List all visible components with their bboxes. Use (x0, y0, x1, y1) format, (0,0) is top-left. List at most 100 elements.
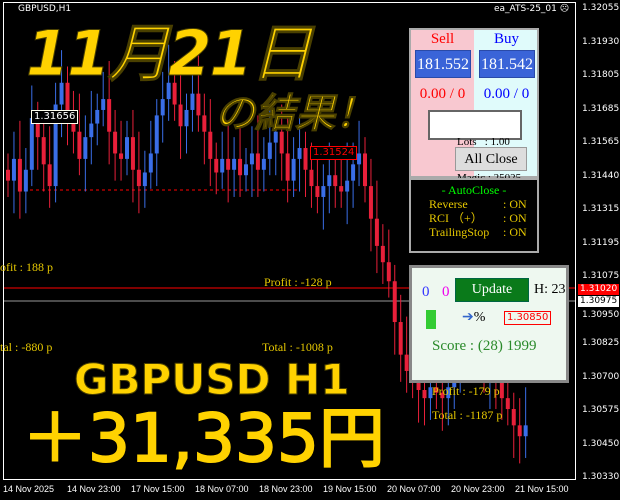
all-close-button[interactable]: All Close (455, 147, 527, 171)
price-tick: 1.31315 (582, 204, 620, 214)
candle-body (303, 148, 308, 170)
sad-face-icon: ☹ (559, 4, 570, 14)
candle-body (208, 131, 213, 159)
count-a: 0 (422, 284, 430, 300)
candle-body (29, 118, 34, 170)
candle-body (249, 153, 254, 165)
autoclose-option: RCI （+） (429, 211, 483, 225)
price-tick: 1.30825 (582, 338, 620, 348)
progress-indicator (426, 310, 436, 329)
profit-label: Profit : -128 p (264, 275, 332, 289)
time-tick: 18 Nov 07:00 (195, 484, 249, 494)
candle-body (297, 148, 302, 159)
time-tick: 14 Nov 23:00 (67, 484, 121, 494)
symbol-label: GBPUSD,H1 (18, 4, 72, 14)
price-tick: 1.31195 (582, 237, 620, 248)
candle-body (339, 186, 344, 192)
candle-body (107, 99, 112, 132)
buy-button[interactable]: 181.542 (479, 50, 535, 78)
candle-body (404, 354, 409, 371)
overlay-result: の結果！ (215, 91, 376, 137)
time-tick: 18 Nov 23:00 (259, 484, 313, 494)
bid-price-tag: 1.31020 (578, 284, 620, 295)
total-label: Total : -1008 p (262, 340, 333, 354)
candle-body (327, 175, 332, 187)
candle-body (160, 99, 165, 116)
candle-body (368, 186, 373, 219)
candle-body (130, 137, 135, 170)
candle-body (357, 153, 362, 165)
sell-pl: 0.00 / 0 (419, 86, 466, 102)
candle-body (89, 123, 94, 138)
buy-pl: 0.00 / 0 (483, 86, 530, 102)
lots-magic-box: Lots : 1.00 Magic : 25025 (428, 110, 522, 184)
candle-body (77, 131, 82, 159)
percent-text: % (473, 310, 486, 325)
candle-body (416, 381, 421, 390)
candle-body (17, 158, 22, 192)
candle-body (499, 381, 504, 399)
profit-label: Profit : -179 p (432, 384, 500, 398)
update-button[interactable]: Update (455, 278, 529, 302)
candle-body (113, 131, 118, 154)
autoclose-row: TrailingStop: ON (411, 225, 537, 239)
candle-body (172, 82, 177, 105)
candle-body (446, 387, 451, 399)
autoclose-title: - AutoClose - (441, 183, 507, 197)
candle-body (523, 425, 528, 437)
candle-body (422, 389, 427, 399)
candle-body (321, 186, 326, 197)
candle-body (232, 158, 237, 170)
total-label: Total : -1187 p (432, 408, 503, 422)
overlay-profit: ＋31,335円 (21, 400, 386, 477)
candle-body (505, 398, 510, 410)
candle-body (41, 137, 46, 165)
candle-body (279, 131, 284, 154)
total-label: tal : -880 p (0, 340, 53, 354)
candle-body (428, 387, 433, 399)
ea-label: ea_ATS-25_01 ☹ (494, 4, 569, 14)
count-b: 0 (442, 284, 450, 300)
autoclose-row: Reverse: ON (411, 197, 537, 211)
candle-body (83, 137, 88, 159)
price-tick: 1.31805 (582, 70, 620, 80)
candle-body (23, 169, 28, 192)
time-tick: 20 Nov 07:00 (387, 484, 441, 494)
candle-body (380, 245, 385, 263)
overlay-pair: GBPUSD H1 (73, 355, 350, 404)
candle-body (440, 392, 445, 399)
candle-body (178, 104, 183, 127)
candle-body (35, 118, 40, 138)
candle-body (65, 82, 70, 119)
candle-body (309, 169, 314, 187)
price-tag: 1.31524 (310, 146, 358, 160)
candle-body (261, 158, 266, 170)
candle-body (154, 115, 159, 154)
candle-body (11, 158, 16, 181)
candle-body (267, 142, 272, 159)
candle-body (315, 186, 320, 197)
candle-body (226, 158, 231, 170)
candle-body (119, 153, 124, 159)
price-tick: 1.31440 (582, 170, 620, 181)
time-tick: 14 Nov 2025 (3, 484, 55, 494)
autoclose-state: : ON (503, 225, 527, 239)
candle-body (345, 180, 350, 192)
percent-label: ➔% (462, 310, 485, 326)
price-tick: 1.30330 (582, 472, 620, 482)
candle-body (392, 281, 397, 323)
score-label: Score : (28) 1999 (432, 338, 537, 354)
autoclose-panel: - AutoClose - Reverse: ON RCI （+） : ON Trai… (409, 178, 539, 253)
candle-body (166, 82, 171, 100)
price-tick: 1.31930 (582, 36, 620, 47)
candle-body (142, 172, 147, 187)
candle-body (374, 218, 379, 246)
price-tick: 1.30950 (582, 310, 620, 320)
candle-body (190, 93, 195, 110)
price-tag: 1.31656 (31, 110, 79, 124)
candle-body (6, 169, 10, 181)
candle-body (511, 409, 516, 426)
autoclose-option: Reverse (429, 197, 468, 211)
sell-button[interactable]: 181.552 (415, 50, 471, 78)
